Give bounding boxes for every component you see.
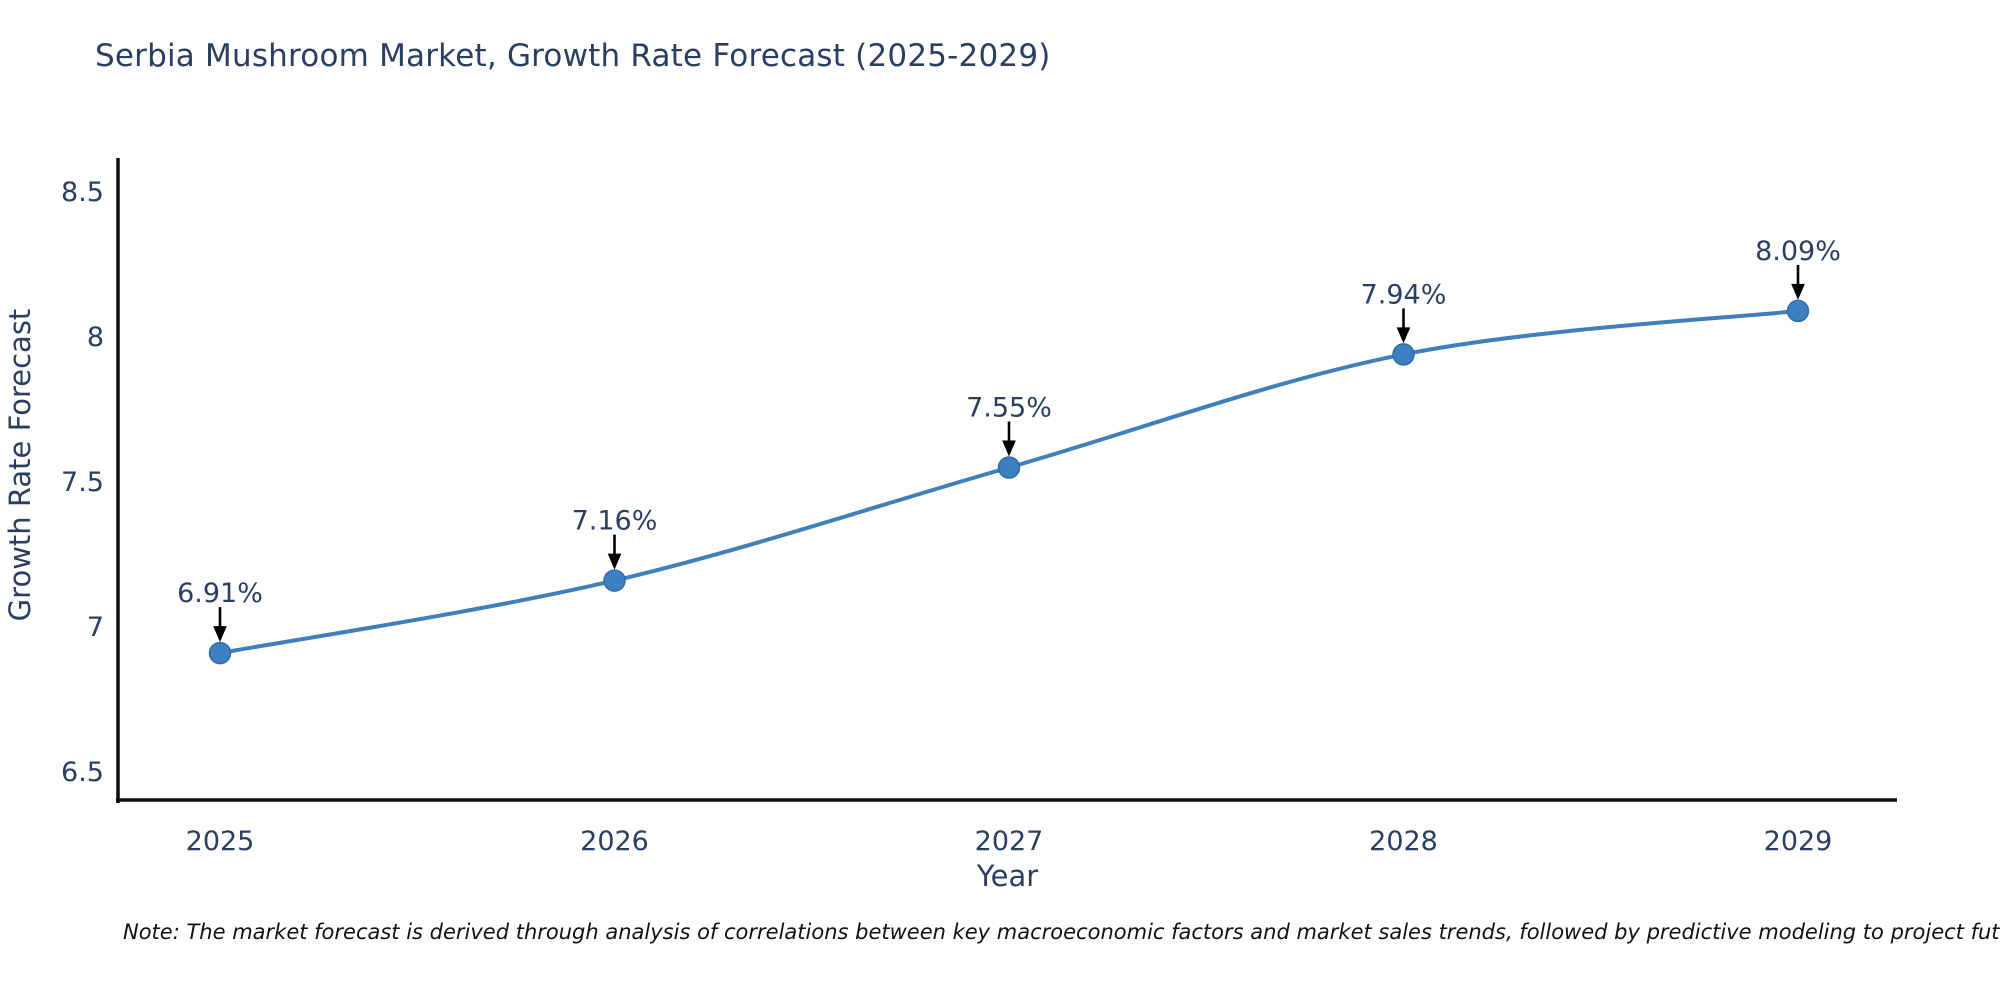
data-point-2027 (997, 456, 1021, 479)
data-label-2025: 6.91% (177, 578, 263, 609)
x-tick-2025: 2025 (186, 826, 255, 857)
y-tick-7.5: 7.5 (61, 467, 104, 498)
y-tick-7: 7 (87, 612, 104, 643)
data-label-2026: 7.16% (572, 506, 658, 537)
data-label-2028: 7.94% (1361, 279, 1447, 310)
data-point-2028 (1392, 343, 1415, 366)
annotation-arrowhead-2025 (213, 626, 227, 643)
x-tick-2028: 2028 (1369, 826, 1438, 857)
x-tick-2026: 2026 (580, 826, 649, 857)
annotation-arrowhead-2026 (607, 553, 622, 570)
y-tick-8.5: 8.5 (61, 177, 104, 208)
forecast-line (218, 308, 1800, 656)
annotation-arrowhead-2029 (1791, 283, 1805, 300)
x-tick-2029: 2029 (1764, 826, 1833, 857)
data-point-2026 (603, 569, 626, 592)
data-label-2029: 8.09% (1755, 236, 1841, 267)
data-label-2027: 7.55% (966, 393, 1052, 424)
x-axis-title: Year (976, 859, 1038, 893)
y-tick-8: 8 (87, 322, 104, 353)
y-tick-6.5: 6.5 (61, 757, 104, 788)
chart-title: Serbia Mushroom Market, Growth Rate Fore… (95, 38, 1051, 74)
y-axis-title: Growth Rate Forecast (3, 309, 37, 622)
footnote: Note: The market forecast is derived thr… (123, 920, 2000, 944)
data-point-2025 (208, 641, 232, 665)
data-point-2029 (1786, 299, 1810, 323)
x-tick-2027: 2027 (975, 826, 1044, 857)
annotation-arrowhead-2027 (1002, 440, 1016, 457)
annotation-arrowhead-2028 (1396, 327, 1411, 344)
